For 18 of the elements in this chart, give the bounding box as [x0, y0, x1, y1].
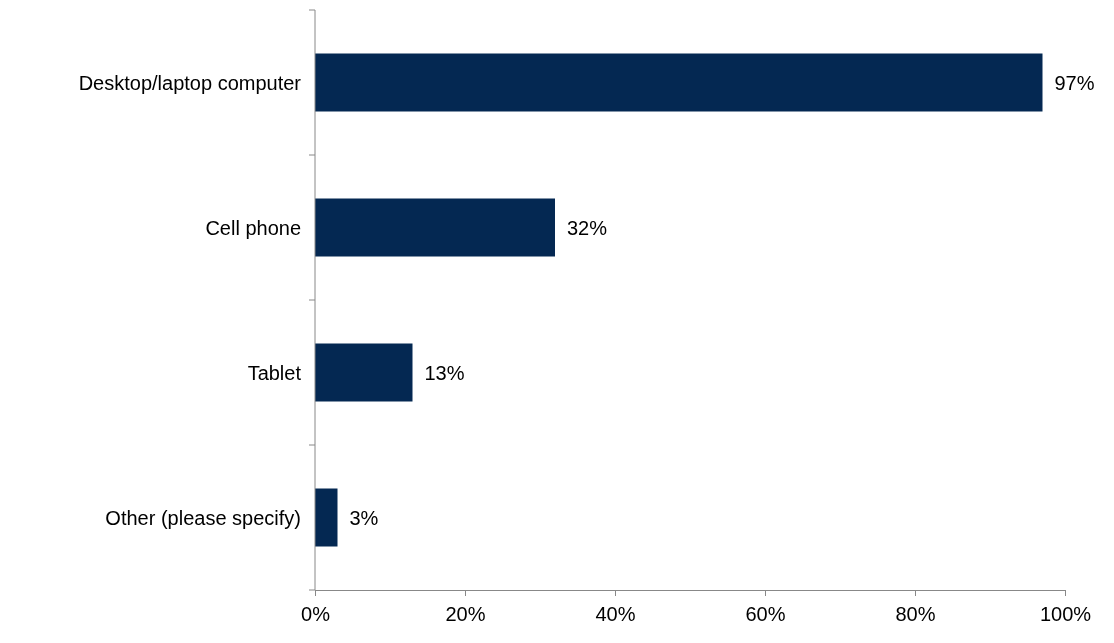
bar [315, 53, 1043, 112]
bar [315, 343, 413, 402]
x-tick-label: 0% [301, 603, 331, 625]
y-tick-label: Other (please specify) [105, 506, 301, 529]
bar [315, 488, 338, 547]
data-label: 3% [349, 506, 379, 529]
data-label: 32% [567, 216, 608, 239]
y-tick-label: Tablet [247, 361, 302, 384]
y-tick-label: Desktop/laptop computer [78, 71, 302, 94]
x-tick-label: 40% [595, 603, 636, 625]
x-tick-label: 100% [1039, 603, 1092, 625]
bar [315, 198, 555, 257]
y-tick-label: Cell phone [205, 216, 301, 239]
x-tick-label: 80% [895, 603, 936, 625]
data-label: 13% [424, 361, 465, 384]
x-tick-label: 20% [445, 603, 486, 625]
data-label: 97% [1054, 71, 1095, 94]
x-tick-label: 60% [745, 603, 786, 625]
